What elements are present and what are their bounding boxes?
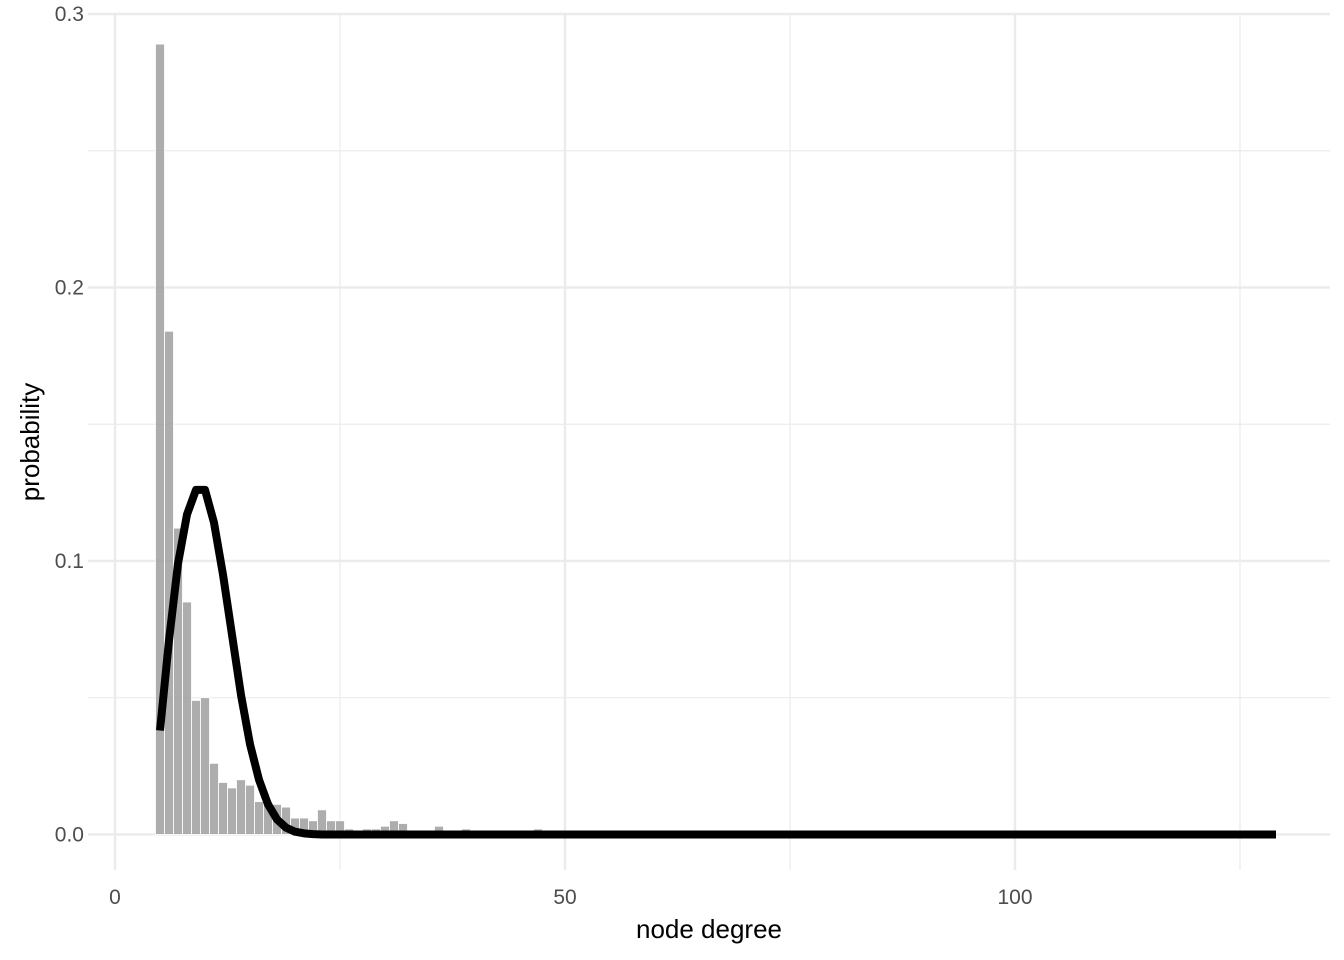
- histogram-bar: [227, 787, 237, 835]
- fit-curve-line: [156, 485, 1276, 839]
- x-tick-label: 100: [997, 886, 1032, 909]
- y-axis-title: probability: [15, 383, 45, 502]
- y-tick-label: 0.1: [55, 550, 84, 573]
- y-axis-ticks: 0.0 0.1 0.2 0.3: [55, 3, 84, 846]
- histogram-bar: [254, 801, 264, 835]
- x-axis-title: node degree: [636, 914, 782, 944]
- histogram-bar: [182, 601, 192, 835]
- grid: [88, 12, 1330, 870]
- x-tick-label: 0: [109, 886, 121, 909]
- histogram-bar: [209, 762, 219, 835]
- y-tick-label: 0.0: [55, 823, 84, 846]
- fit-curve: [156, 485, 1276, 839]
- histogram-bar: [200, 697, 210, 835]
- y-tick-label: 0.2: [55, 276, 84, 299]
- histogram-bar: [236, 779, 246, 835]
- histogram-bar: [191, 700, 201, 835]
- x-axis-ticks: 0 50 100: [109, 886, 1032, 909]
- y-tick-label: 0.3: [55, 3, 84, 26]
- histogram-bar: [245, 784, 255, 835]
- x-tick-label: 50: [553, 886, 576, 909]
- histogram-bars: [155, 43, 1272, 835]
- histogram-bar: [218, 782, 228, 835]
